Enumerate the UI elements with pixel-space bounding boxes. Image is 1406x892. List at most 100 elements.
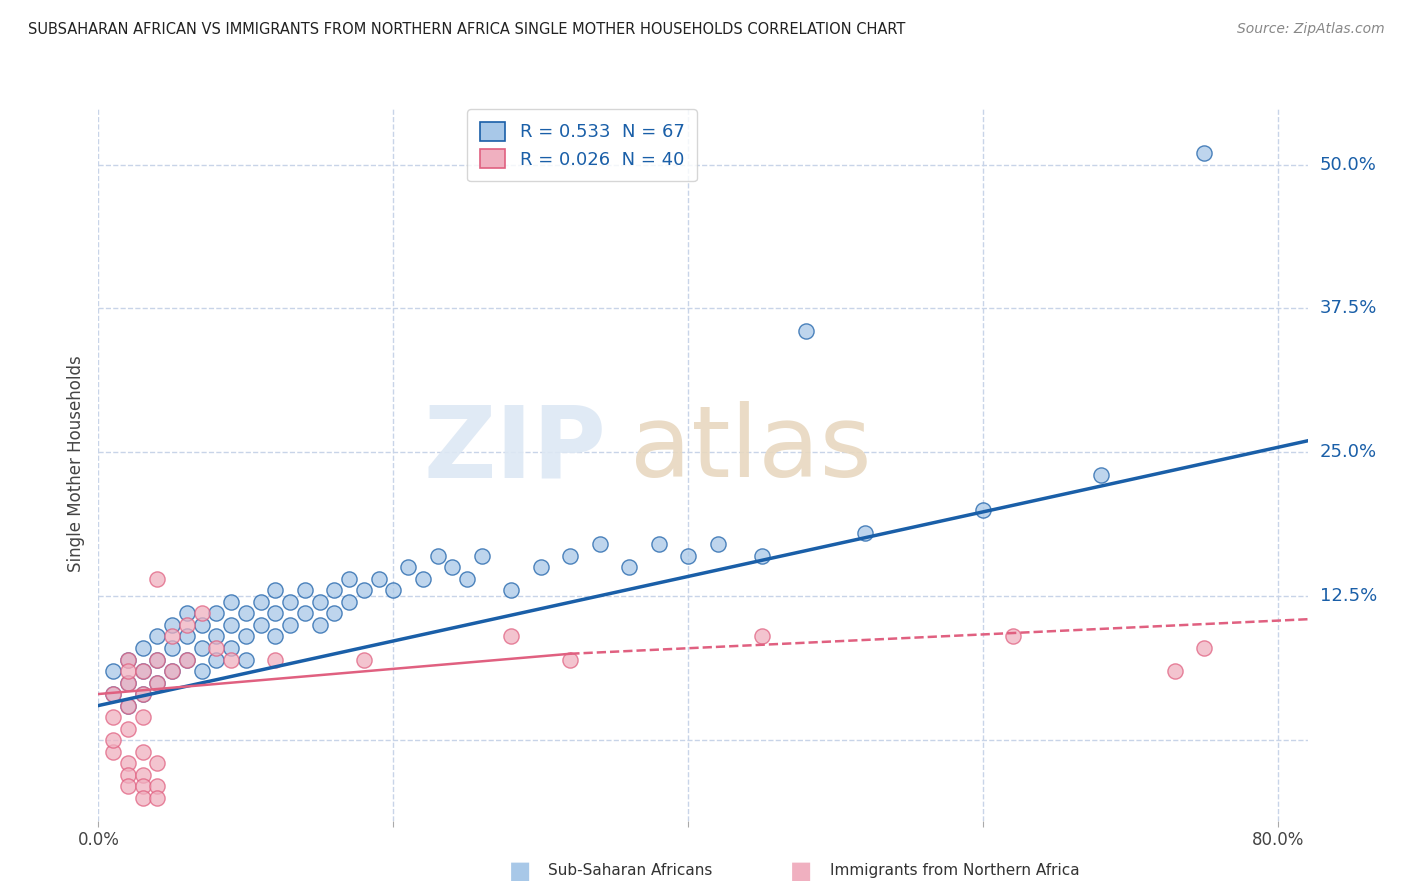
Point (1090, 468, 1112, 483)
Text: 37.5%: 37.5% (1320, 300, 1376, 318)
Point (249, 595, 271, 609)
Point (205, 607, 228, 621)
Point (131, 664, 153, 678)
Point (190, 607, 212, 621)
Text: atlas: atlas (630, 401, 872, 498)
Text: ZIP: ZIP (423, 401, 606, 498)
Point (264, 652, 287, 666)
Legend: R = 0.533  N = 67, R = 0.026  N = 40: R = 0.533 N = 67, R = 0.026 N = 40 (467, 109, 697, 181)
Point (853, 525, 876, 540)
Point (117, 675, 139, 690)
Point (235, 607, 257, 621)
Point (678, 549, 700, 563)
Text: ■: ■ (509, 859, 531, 882)
Text: SUBSAHARAN AFRICAN VS IMMIGRANTS FROM NORTHERN AFRICA SINGLE MOTHER HOUSEHOLDS C: SUBSAHARAN AFRICAN VS IMMIGRANTS FROM NO… (28, 22, 905, 37)
Point (619, 560, 641, 574)
Point (205, 630, 228, 644)
Point (160, 664, 183, 678)
Point (235, 652, 257, 666)
Point (117, 722, 139, 736)
Point (101, 687, 124, 701)
Point (176, 630, 198, 644)
Text: 25.0%: 25.0% (1320, 443, 1376, 461)
Point (146, 652, 169, 666)
Point (530, 560, 553, 574)
Point (278, 618, 301, 632)
Point (176, 607, 198, 621)
Point (205, 640, 228, 655)
Point (382, 583, 405, 598)
Point (101, 687, 124, 701)
Point (146, 675, 169, 690)
Point (146, 779, 169, 793)
Point (160, 618, 183, 632)
Point (160, 664, 183, 678)
Point (117, 652, 139, 666)
Point (560, 549, 582, 563)
Point (117, 756, 139, 770)
Text: 12.5%: 12.5% (1320, 587, 1376, 605)
Point (176, 652, 198, 666)
Point (146, 790, 169, 805)
Point (323, 607, 346, 621)
Point (131, 779, 153, 793)
Point (794, 325, 817, 339)
Point (456, 572, 478, 586)
Point (146, 572, 169, 586)
Point (589, 537, 612, 551)
Point (1194, 146, 1216, 161)
Point (219, 595, 242, 609)
Point (117, 675, 139, 690)
Point (101, 664, 124, 678)
Point (706, 537, 728, 551)
Point (146, 630, 169, 644)
Point (441, 560, 464, 574)
Point (501, 630, 523, 644)
Point (751, 630, 773, 644)
Point (219, 618, 242, 632)
Text: Sub-Saharan Africans: Sub-Saharan Africans (548, 863, 713, 878)
Point (190, 664, 212, 678)
Point (235, 630, 257, 644)
Y-axis label: Single Mother Households: Single Mother Households (67, 356, 86, 572)
Point (146, 652, 169, 666)
Point (264, 607, 287, 621)
Point (146, 756, 169, 770)
Point (190, 618, 212, 632)
Point (131, 790, 153, 805)
Point (1164, 664, 1187, 678)
Point (353, 652, 375, 666)
Point (560, 652, 582, 666)
Point (367, 572, 389, 586)
Point (471, 549, 494, 563)
Point (131, 687, 153, 701)
Text: ■: ■ (790, 859, 813, 882)
Point (648, 537, 671, 551)
Point (412, 572, 434, 586)
Point (131, 767, 153, 781)
Point (176, 652, 198, 666)
Point (249, 618, 271, 632)
Point (1194, 640, 1216, 655)
Point (294, 583, 316, 598)
Point (323, 583, 346, 598)
Point (131, 710, 153, 724)
Point (219, 652, 242, 666)
Point (117, 664, 139, 678)
Point (131, 664, 153, 678)
Point (1001, 630, 1024, 644)
Point (117, 698, 139, 713)
Point (101, 745, 124, 759)
Point (131, 687, 153, 701)
Point (337, 572, 360, 586)
Point (264, 583, 287, 598)
Text: Source: ZipAtlas.com: Source: ZipAtlas.com (1237, 22, 1385, 37)
Point (308, 595, 330, 609)
Point (101, 733, 124, 747)
Point (190, 640, 212, 655)
Point (176, 618, 198, 632)
Point (396, 560, 419, 574)
Point (426, 549, 449, 563)
Point (219, 640, 242, 655)
Text: 50.0%: 50.0% (1320, 155, 1376, 174)
